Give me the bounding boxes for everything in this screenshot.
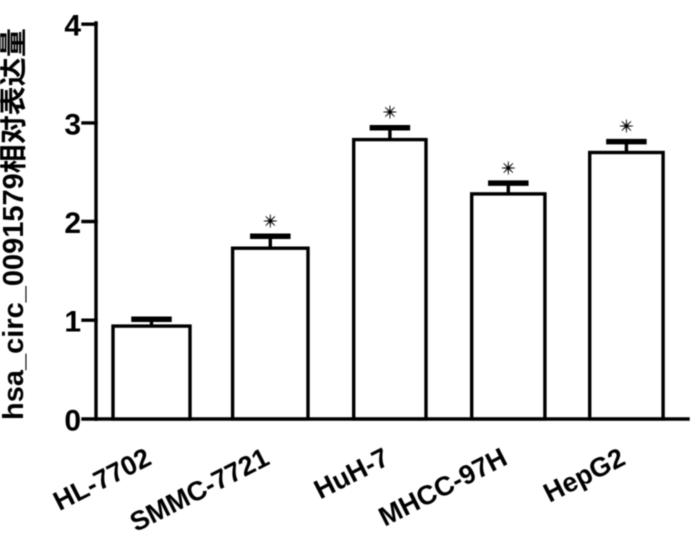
svg-text:4: 4: [64, 10, 81, 43]
svg-text:1: 1: [64, 306, 81, 339]
svg-text:2: 2: [64, 207, 81, 240]
svg-text:hsa_circ_0091579相对表达量: hsa_circ_0091579相对表达量: [0, 28, 30, 420]
svg-text:3: 3: [64, 108, 81, 141]
svg-text:0: 0: [64, 405, 81, 438]
